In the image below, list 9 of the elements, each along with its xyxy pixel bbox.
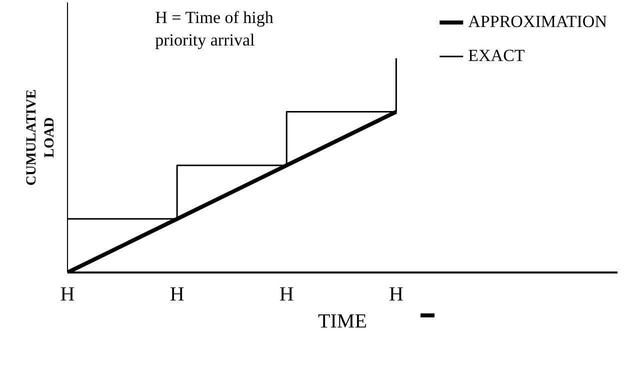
- x-tick-label: H: [279, 284, 294, 306]
- x-tick-label: H: [388, 284, 404, 306]
- legend-label: APPROXIMATION: [468, 12, 607, 32]
- legend-label: EXACT: [468, 46, 525, 66]
- x-tick-label: H: [170, 284, 184, 306]
- y-axis-title: CUMULATIVE LOAD: [24, 89, 58, 186]
- x-axis-title: TIME: [318, 310, 367, 332]
- x-tick-label: H: [60, 284, 75, 306]
- text: H = Time of high priority arrival: [155, 8, 274, 50]
